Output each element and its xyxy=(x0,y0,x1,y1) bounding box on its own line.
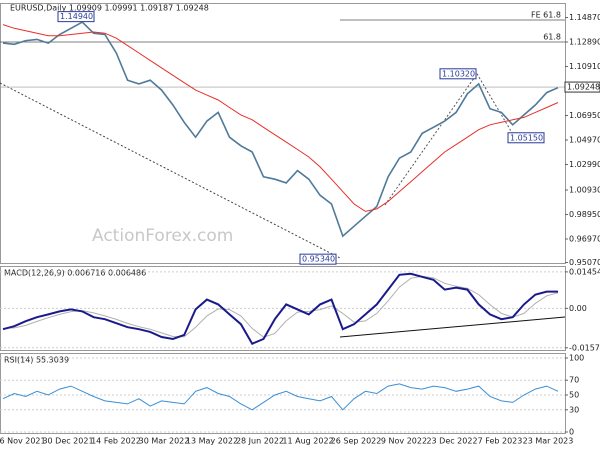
series-line xyxy=(2,24,559,212)
y-tick-label: 0.00 xyxy=(569,304,587,313)
x-tick-label: 7 Feb 2023 xyxy=(478,437,523,446)
y-tick-label: 1.04970 xyxy=(569,136,600,145)
x-tick-label: 26 Sep 2022 xyxy=(331,437,382,446)
y-tick-label: 0.98950 xyxy=(569,210,600,219)
y-tick-label: 30 xyxy=(569,405,579,414)
annotation-box xyxy=(507,132,545,144)
annotation-label: 1.14940 xyxy=(60,12,93,21)
x-tick-label: 30 Mar 2022 xyxy=(139,437,190,446)
annotation-box xyxy=(439,68,477,80)
y-tick-label: 0.96970 xyxy=(569,234,600,243)
annotation-label: 0.95340 xyxy=(302,255,335,264)
rsi-panel xyxy=(0,353,566,434)
fib-label: FE 61.8 xyxy=(531,10,561,19)
macd-trend-line xyxy=(339,316,566,338)
series-line xyxy=(2,275,559,338)
y-tick-label: 1.12890 xyxy=(569,37,600,46)
price-panel xyxy=(0,3,566,264)
dashed-swing xyxy=(384,73,478,206)
x-tick-label: 28 Jun 2022 xyxy=(236,437,284,446)
x-tick-label: 16 Nov 2021 xyxy=(0,437,46,446)
macd-legend: MACD(12,26,9) 0.006716 0.006486 xyxy=(4,269,146,278)
x-tick-label: 23 Mar 2023 xyxy=(523,437,574,446)
annotation-box xyxy=(299,253,337,265)
y-tick-label: 0 xyxy=(569,428,574,437)
annotation-label: 1.10320 xyxy=(442,69,475,78)
y-tick-label: 1.02990 xyxy=(569,160,600,169)
x-tick-label: 11 Aug 2022 xyxy=(282,437,333,446)
series-line xyxy=(2,21,559,238)
series-line xyxy=(2,383,559,411)
y-tick-label: 0.95070 xyxy=(569,258,600,267)
fib-label: 61.8 xyxy=(543,32,561,41)
y-tick-label: 1.06950 xyxy=(569,111,600,120)
rsi-legend: RSI(14) 55.3039 xyxy=(4,356,69,365)
series-line xyxy=(2,272,558,345)
annotation-box xyxy=(57,11,95,23)
y-tick-label: 70 xyxy=(569,376,579,385)
x-tick-label: 14 Feb 2022 xyxy=(91,437,141,446)
y-tick-label: -0.015712 xyxy=(569,343,600,352)
dashed-swing xyxy=(476,73,516,139)
y-tick-label: 1.10910 xyxy=(569,62,600,71)
y-tick-label: 1.00930 xyxy=(569,185,600,194)
x-tick-label: 23 Dec 2022 xyxy=(426,437,477,446)
watermark: ActionForex.com xyxy=(92,226,233,246)
annotation-label: 1.05150 xyxy=(510,133,543,142)
x-tick-label: 9 Nov 2022 xyxy=(381,437,427,446)
y-tick-label: 0.014549 xyxy=(569,267,600,276)
last-price-label: 1.09248 xyxy=(567,83,600,92)
price-legend: EURUSD,Daily 1.09909 1.09991 1.09187 1.0… xyxy=(10,4,209,13)
x-tick-label: 30 Dec 2021 xyxy=(42,437,93,446)
y-tick-label: 100 xyxy=(569,354,584,363)
y-tick-label: 50 xyxy=(569,391,579,400)
y-tick-label: 1.14870 xyxy=(569,13,600,22)
x-tick-label: 13 May 2022 xyxy=(186,437,238,446)
last-price-box xyxy=(564,81,600,93)
